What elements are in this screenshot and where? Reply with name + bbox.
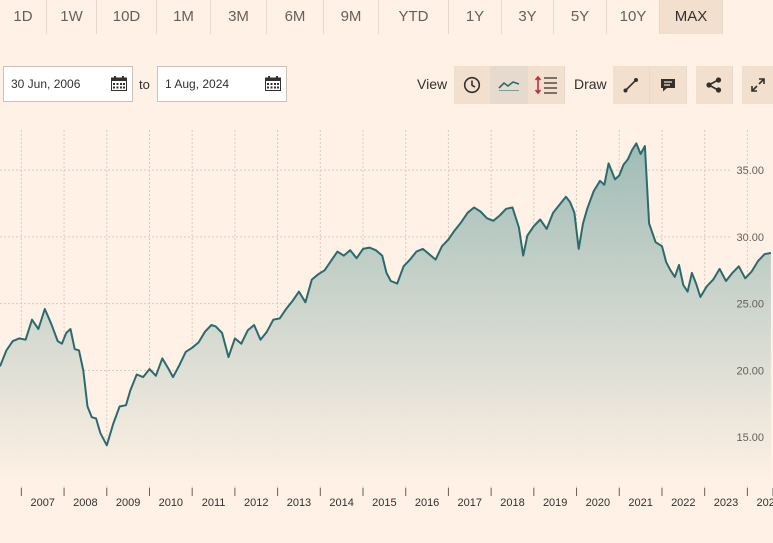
range-ytd-button[interactable]: YTD — [379, 0, 449, 34]
comment-button[interactable] — [650, 66, 687, 104]
view-label: View — [417, 76, 448, 92]
expand-icon — [750, 78, 765, 92]
range-1w-button[interactable]: 1W — [47, 0, 97, 34]
draw-label: Draw — [574, 76, 607, 92]
range-6m-button[interactable]: 6M — [267, 0, 324, 34]
x-tick-label: 2023 — [714, 497, 738, 509]
range-selector: 1D 1W 10D 1M 3M 6M 9M YTD 1Y 3Y 5Y 10Y MAX — [0, 0, 773, 34]
series-line — [0, 142, 772, 447]
x-tick-label: 2014 — [329, 497, 353, 509]
line-chart-icon — [498, 81, 520, 91]
x-tick-label: 2011 — [202, 497, 226, 509]
range-5y-button[interactable]: 5Y — [554, 0, 607, 34]
x-tick-label: 2020 — [586, 497, 610, 509]
range-10d-button[interactable]: 10D — [97, 0, 157, 34]
x-tick-label: 2024 — [756, 497, 773, 509]
range-3y-button[interactable]: 3Y — [502, 0, 554, 34]
expand-button[interactable] — [742, 66, 773, 104]
pen-icon — [623, 78, 638, 93]
date-from-field[interactable]: 30 Jun, 2006 — [3, 66, 133, 102]
y-tick-label: 25.00 — [736, 299, 764, 311]
range-1y-button[interactable]: 1Y — [449, 0, 502, 34]
spread-icon — [534, 75, 557, 95]
price-chart: 15.00 20.00 25.00 30.00 35.00 2007 2008 2009 201… — [0, 130, 773, 509]
spread-button[interactable] — [528, 66, 565, 104]
clock-button[interactable] — [454, 66, 491, 104]
pen-button[interactable] — [613, 66, 650, 104]
range-10y-button[interactable]: 10Y — [607, 0, 660, 34]
x-tick-label: 2013 — [287, 497, 311, 509]
date-to-field[interactable]: 1 Aug, 2024 — [157, 66, 287, 102]
range-3m-button[interactable]: 3M — [211, 0, 267, 34]
x-tick-label: 2007 — [30, 497, 54, 509]
x-tick-label: 2017 — [458, 497, 482, 509]
x-tick-label: 2018 — [500, 497, 524, 509]
x-tick-label: 2019 — [543, 497, 567, 509]
x-tick-label: 2010 — [159, 497, 183, 509]
x-tick-label: 2008 — [73, 497, 97, 509]
range-9m-button[interactable]: 9M — [324, 0, 379, 34]
series-area — [0, 143, 771, 484]
line-chart-button[interactable] — [491, 66, 528, 104]
y-tick-label: 15.00 — [736, 432, 764, 444]
calendar-icon[interactable] — [111, 76, 127, 91]
range-1m-button[interactable]: 1M — [157, 0, 211, 34]
range-1d-button[interactable]: 1D — [0, 0, 47, 34]
x-tick-label: 2022 — [671, 497, 695, 509]
y-tick-label: 35.00 — [736, 165, 764, 177]
range-max-button[interactable]: MAX — [660, 0, 723, 34]
share-icon — [706, 77, 722, 93]
to-label: to — [139, 77, 150, 92]
y-tick-label: 30.00 — [736, 232, 764, 244]
date-to-value: 1 Aug, 2024 — [165, 77, 230, 91]
y-tick-label: 20.00 — [736, 365, 764, 377]
x-tick-label: 2012 — [244, 497, 268, 509]
calendar-icon[interactable] — [265, 76, 281, 91]
date-from-value: 30 Jun, 2006 — [11, 77, 81, 91]
share-button[interactable] — [696, 66, 733, 104]
x-tick-label: 2021 — [628, 497, 652, 509]
clock-icon — [463, 76, 481, 94]
x-tick-label: 2016 — [415, 497, 439, 509]
x-tick-label: 2009 — [116, 497, 140, 509]
x-tick-label: 2015 — [372, 497, 396, 509]
comment-icon — [661, 79, 675, 92]
